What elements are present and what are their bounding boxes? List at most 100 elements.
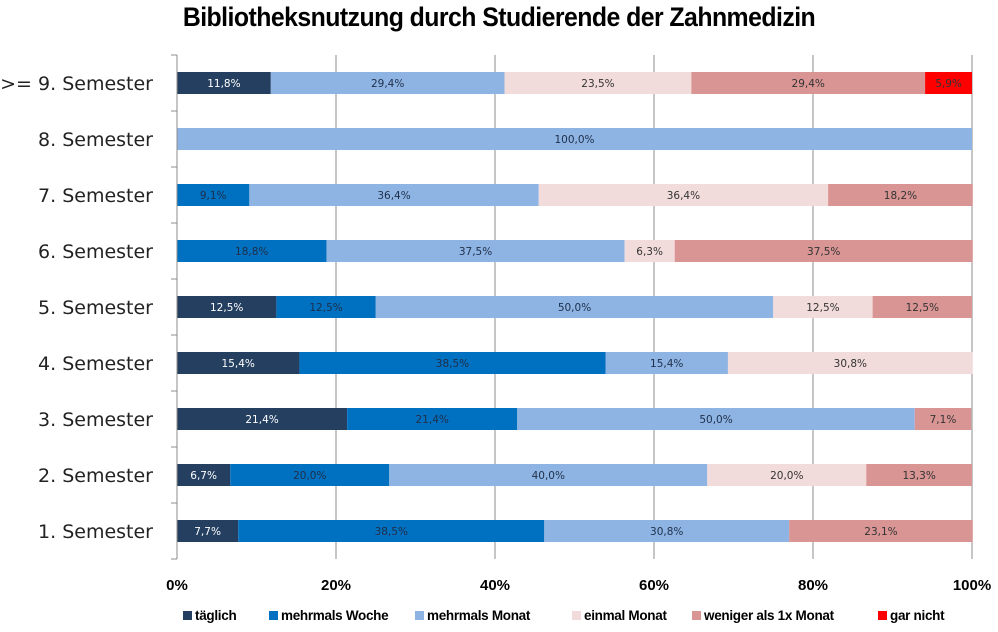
data-label: 30,8% bbox=[834, 358, 867, 370]
bar-segment bbox=[544, 520, 790, 542]
data-label: 15,4% bbox=[650, 358, 683, 370]
x-tick-label: 60% bbox=[639, 577, 669, 594]
bar-segment bbox=[727, 352, 973, 374]
category-label: 6. Semester bbox=[38, 241, 153, 263]
data-label: 37,5% bbox=[459, 246, 492, 258]
data-label: 21,4% bbox=[245, 414, 278, 426]
bar-segment bbox=[326, 240, 625, 262]
data-label: 21,4% bbox=[416, 414, 449, 426]
data-label: 23,1% bbox=[864, 526, 897, 538]
legend-item: gar nicht bbox=[878, 608, 945, 623]
bar-segment bbox=[177, 240, 327, 262]
category-label: 3. Semester bbox=[38, 409, 153, 431]
data-label: 13,3% bbox=[902, 470, 935, 482]
axes bbox=[171, 54, 178, 560]
legend-label: gar nicht bbox=[890, 608, 945, 623]
category-label: 4. Semester bbox=[38, 353, 153, 375]
legend-swatch-icon bbox=[692, 611, 701, 620]
x-tick-labels: 0% 20% 40% 60% 80% 100% bbox=[166, 577, 991, 594]
data-label: 36,4% bbox=[377, 190, 410, 202]
data-label: 29,4% bbox=[371, 78, 404, 90]
bar-segment bbox=[177, 408, 348, 430]
bar-segment bbox=[538, 184, 829, 206]
data-label: 12,5% bbox=[806, 302, 839, 314]
category-label: 1. Semester bbox=[38, 521, 153, 543]
bar-segment bbox=[177, 184, 250, 206]
data-label: 15,4% bbox=[222, 358, 255, 370]
data-label: 29,4% bbox=[792, 78, 825, 90]
data-label: 37,5% bbox=[807, 246, 840, 258]
legend-item: mehrmals Monat bbox=[415, 608, 530, 623]
data-label: 50,0% bbox=[558, 302, 591, 314]
legend-swatch-icon bbox=[415, 611, 424, 620]
legend-swatch-icon bbox=[269, 611, 278, 620]
bar-segment bbox=[238, 520, 545, 542]
bar-segment bbox=[177, 352, 300, 374]
data-label: 11,8% bbox=[207, 78, 240, 90]
data-label: 36,4% bbox=[667, 190, 700, 202]
bar-segment bbox=[674, 240, 973, 262]
bar-segment bbox=[270, 72, 505, 94]
data-label: 40,0% bbox=[532, 470, 565, 482]
bars: 11,8% 29,4% 23,5% 29,4% 5,9% 100,0% 9,1% 36,4% 3… bbox=[177, 72, 973, 542]
bar-segment bbox=[230, 464, 390, 486]
legend-swatch-icon bbox=[572, 611, 581, 620]
data-label: 7,1% bbox=[930, 414, 957, 426]
legend-item: täglich bbox=[183, 608, 237, 623]
data-label: 38,5% bbox=[436, 358, 469, 370]
bar-segment bbox=[872, 296, 972, 318]
bar-segment bbox=[276, 296, 376, 318]
bar-segment bbox=[375, 296, 774, 318]
data-label: 7,7% bbox=[194, 526, 221, 538]
data-label: 12,5% bbox=[906, 302, 939, 314]
data-label: 12,5% bbox=[210, 302, 243, 314]
bar-segment bbox=[866, 464, 972, 486]
data-label: 18,2% bbox=[884, 190, 917, 202]
legend-label: täglich bbox=[195, 608, 237, 623]
data-label: 38,5% bbox=[375, 526, 408, 538]
x-tick-label: 40% bbox=[480, 577, 510, 594]
bar-segment bbox=[773, 296, 873, 318]
data-label: 23,5% bbox=[581, 78, 614, 90]
data-label: 18,8% bbox=[235, 246, 268, 258]
category-labels: >= 9. Semester 8. Semester 7. Semester 6. S… bbox=[0, 73, 153, 543]
data-label: 20,0% bbox=[770, 470, 803, 482]
data-label: 12,5% bbox=[309, 302, 342, 314]
bar-segment bbox=[914, 408, 972, 430]
category-label: 2. Semester bbox=[38, 465, 153, 487]
bar-segment bbox=[517, 408, 915, 430]
data-label: 6,3% bbox=[636, 246, 663, 258]
x-tick-label: 100% bbox=[953, 577, 991, 594]
bar-segment bbox=[624, 240, 675, 262]
data-label: 9,1% bbox=[200, 190, 227, 202]
data-label: 20,0% bbox=[293, 470, 326, 482]
bar-segment bbox=[177, 296, 277, 318]
x-tick-label: 0% bbox=[166, 577, 188, 594]
chart-title: Bibliotheksnutzung durch Studierende der… bbox=[182, 2, 816, 32]
legend: täglich mehrmals Woche mehrmals Monat einma… bbox=[0, 608, 998, 628]
bar-segment bbox=[789, 520, 973, 542]
legend-label: mehrmals Monat bbox=[427, 608, 531, 623]
legend-label: mehrmals Woche bbox=[281, 608, 389, 623]
category-label: 7. Semester bbox=[38, 185, 153, 207]
bar-segment bbox=[177, 128, 972, 150]
bar-segment bbox=[177, 520, 239, 542]
legend-swatch-icon bbox=[878, 611, 887, 620]
legend-label: weniger als 1x Monat bbox=[704, 608, 834, 623]
category-label: >= 9. Semester bbox=[0, 73, 153, 95]
bar-segment bbox=[707, 464, 867, 486]
legend-item: mehrmals Woche bbox=[269, 608, 389, 623]
category-label: 8. Semester bbox=[38, 129, 153, 151]
data-label: 50,0% bbox=[699, 414, 732, 426]
data-label: 5,9% bbox=[935, 78, 962, 90]
category-label: 5. Semester bbox=[38, 297, 153, 319]
legend-item: weniger als 1x Monat bbox=[692, 608, 834, 623]
bar-segment bbox=[691, 72, 926, 94]
legend-swatch-icon bbox=[183, 611, 192, 620]
data-label: 30,8% bbox=[650, 526, 683, 538]
data-label: 100,0% bbox=[554, 134, 594, 146]
bar-segment bbox=[299, 352, 606, 374]
bar-segment bbox=[347, 408, 518, 430]
bar-segment bbox=[605, 352, 728, 374]
